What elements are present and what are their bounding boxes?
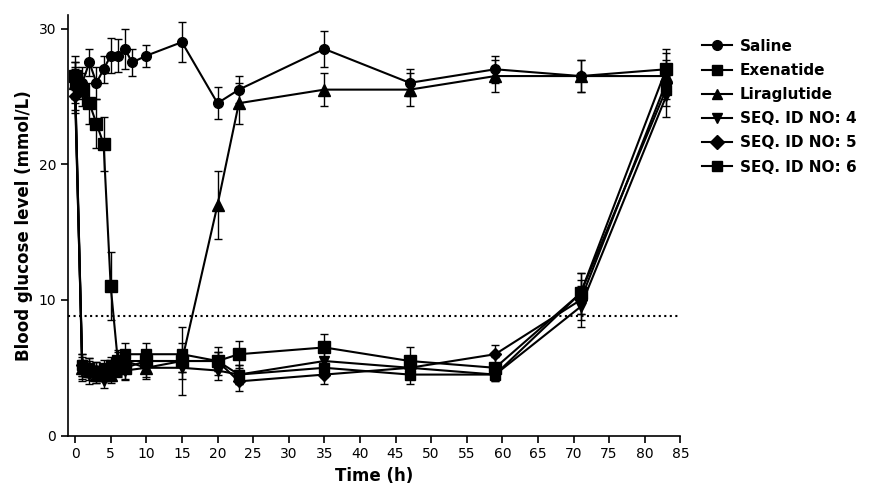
- Y-axis label: Blood glucose level (mmol/L): Blood glucose level (mmol/L): [15, 90, 33, 360]
- X-axis label: Time (h): Time (h): [335, 467, 414, 485]
- Legend: Saline, Exenatide, Liraglutide, SEQ. ID NO: 4, SEQ. ID NO: 5, SEQ. ID NO: 6: Saline, Exenatide, Liraglutide, SEQ. ID …: [694, 31, 864, 182]
